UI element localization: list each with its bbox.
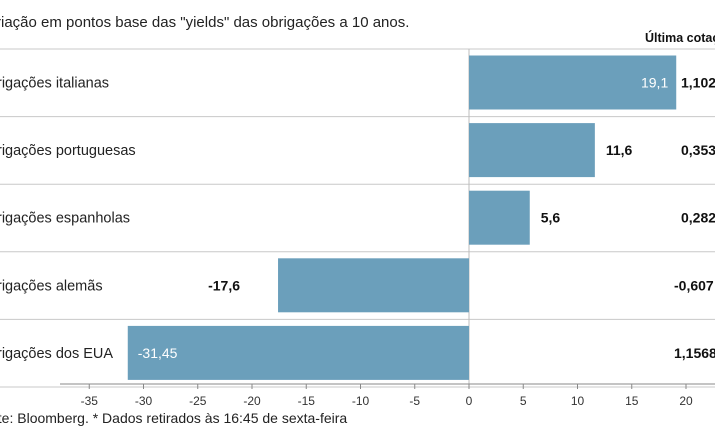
- x-tick-label: 20: [679, 394, 693, 408]
- category-label: rigações espanholas: [0, 211, 130, 227]
- value-label: -17,6: [208, 277, 240, 293]
- bar: [469, 123, 595, 178]
- x-tick-label: 15: [625, 394, 639, 408]
- last-quote-header: Última cotação: [645, 31, 715, 45]
- x-tick-label: -15: [298, 394, 316, 408]
- last-quote-value: 1,1568: [674, 345, 715, 361]
- x-tick-label: -35: [81, 394, 99, 408]
- x-tick-label: -25: [189, 394, 207, 408]
- x-tick-label: -10: [352, 394, 370, 408]
- bar: [469, 190, 530, 245]
- category-label: rigações portuguesas: [0, 143, 136, 159]
- value-label: 11,6: [606, 142, 633, 158]
- x-tick-label: 5: [520, 394, 527, 408]
- x-tick-label: 0: [466, 394, 473, 408]
- last-quote-value: 0,282: [681, 210, 715, 226]
- bar: [278, 258, 469, 313]
- value-label: 5,6: [541, 210, 561, 226]
- category-label: rigações italianas: [0, 76, 109, 92]
- bar: [469, 55, 677, 110]
- category-label: rigações dos EUA: [0, 346, 113, 362]
- source-note: nte: Bloomberg. * Dados retirados às 16:…: [0, 410, 348, 426]
- x-tick-label: -20: [243, 394, 261, 408]
- last-quote-value: 0,353: [681, 142, 715, 158]
- last-quote-value: 1,102: [681, 75, 715, 91]
- value-label: 19,1: [641, 75, 668, 91]
- bar: [127, 325, 469, 380]
- x-tick-label: 10: [571, 394, 585, 408]
- x-tick-label: -5: [409, 394, 420, 408]
- chart-subtitle: riação em pontos base das "yields" das o…: [0, 14, 410, 31]
- category-label: rigações alemãs: [0, 278, 103, 294]
- last-quote-value: -0,607: [674, 277, 714, 293]
- value-label: -31,45: [138, 345, 178, 361]
- x-tick-label: -30: [135, 394, 153, 408]
